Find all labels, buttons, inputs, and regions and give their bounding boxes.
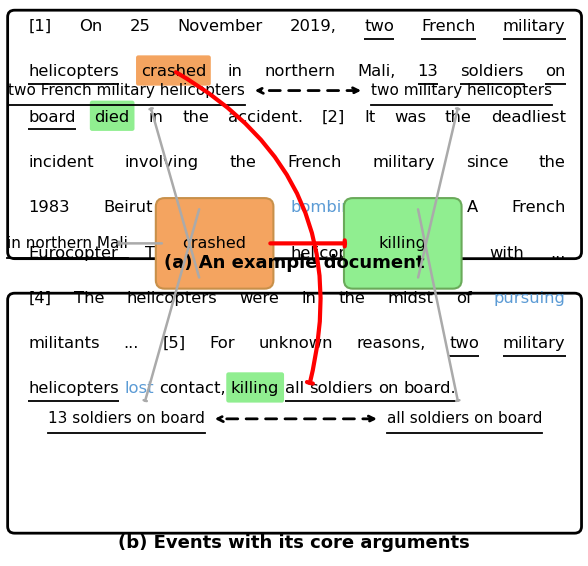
Text: unknown: unknown <box>258 336 333 351</box>
Text: in northern Mali: in northern Mali <box>7 236 128 251</box>
Text: Mali,: Mali, <box>358 65 396 79</box>
Text: barracks: barracks <box>186 200 258 215</box>
Text: two: two <box>364 19 394 34</box>
FancyBboxPatch shape <box>344 198 462 289</box>
Text: on: on <box>377 381 398 396</box>
Text: French: French <box>512 200 566 215</box>
Text: [1]: [1] <box>28 19 52 34</box>
Text: (b) Events with its core arguments: (b) Events with its core arguments <box>118 534 470 552</box>
FancyBboxPatch shape <box>8 293 582 533</box>
Text: soldiers: soldiers <box>460 65 523 79</box>
Text: attack: attack <box>212 246 264 260</box>
Text: two: two <box>449 336 479 351</box>
FancyBboxPatch shape <box>90 101 135 131</box>
FancyBboxPatch shape <box>8 10 582 259</box>
Text: It: It <box>364 110 375 125</box>
Text: lost: lost <box>124 381 154 396</box>
Text: crashed: crashed <box>183 236 246 251</box>
Text: 2019,: 2019, <box>290 19 337 34</box>
Text: 13 soldiers on board: 13 soldiers on board <box>48 411 205 426</box>
Text: ...: ... <box>123 336 139 351</box>
Text: November: November <box>178 19 263 34</box>
Text: accident.: accident. <box>228 110 303 125</box>
Text: the: the <box>182 110 209 125</box>
Text: midst: midst <box>387 291 433 306</box>
Text: board: board <box>28 110 76 125</box>
Text: French: French <box>421 19 476 34</box>
Text: killing: killing <box>379 236 427 251</box>
Text: crashed: crashed <box>141 65 206 79</box>
Text: 13: 13 <box>417 65 438 79</box>
FancyBboxPatch shape <box>136 55 211 85</box>
Text: all soldiers on board: all soldiers on board <box>387 411 542 426</box>
Text: reasons,: reasons, <box>356 336 426 351</box>
Text: involving: involving <box>125 155 199 170</box>
Text: helicopters: helicopters <box>28 381 119 396</box>
Text: two French military helicopters: two French military helicopters <box>8 83 245 98</box>
Text: (a) An example document: (a) An example document <box>163 254 425 272</box>
Text: in: in <box>149 110 163 125</box>
Text: incident: incident <box>28 155 94 170</box>
Text: were: were <box>239 291 279 306</box>
Text: of: of <box>456 291 472 306</box>
Text: helicopters: helicopters <box>28 65 119 79</box>
Text: [5]: [5] <box>162 336 186 351</box>
Text: two military helicopters: two military helicopters <box>371 83 552 98</box>
Text: the: the <box>445 110 472 125</box>
Text: died: died <box>95 110 130 125</box>
Text: .: . <box>372 200 376 215</box>
Text: two French military helicopters: two French military helicopters <box>8 83 245 98</box>
Text: the: the <box>339 291 365 306</box>
Text: collided: collided <box>399 246 463 260</box>
Text: For: For <box>209 336 235 351</box>
Text: the: the <box>229 155 256 170</box>
Text: Beirut: Beirut <box>103 200 153 215</box>
Text: soldiers: soldiers <box>309 381 372 396</box>
Text: Eurocopter: Eurocopter <box>28 246 118 260</box>
Text: northern: northern <box>265 65 336 79</box>
Text: bombings: bombings <box>291 200 372 215</box>
Text: board.: board. <box>403 381 456 396</box>
Text: killing: killing <box>231 381 279 396</box>
Text: deadliest: deadliest <box>490 110 566 125</box>
Text: in: in <box>228 65 243 79</box>
Text: [2]: [2] <box>322 110 345 125</box>
Text: [4]: [4] <box>28 291 51 306</box>
Text: 1983: 1983 <box>28 200 70 215</box>
Text: contact,: contact, <box>159 381 226 396</box>
Text: in: in <box>302 291 316 306</box>
Text: The: The <box>74 291 104 306</box>
Text: all: all <box>285 381 304 396</box>
Text: on: on <box>545 65 566 79</box>
Text: military: military <box>503 19 566 34</box>
Text: military: military <box>372 155 435 170</box>
FancyBboxPatch shape <box>226 372 284 402</box>
Text: since: since <box>466 155 508 170</box>
Text: 25: 25 <box>129 19 150 34</box>
Text: A: A <box>467 200 478 215</box>
Text: helicopters: helicopters <box>126 291 217 306</box>
Text: two military helicopters: two military helicopters <box>371 83 552 98</box>
Text: Tiger: Tiger <box>145 246 186 260</box>
FancyBboxPatch shape <box>156 198 273 289</box>
Text: all soldiers on board: all soldiers on board <box>387 411 542 426</box>
Text: [3]: [3] <box>410 200 433 215</box>
Text: with: with <box>489 246 524 260</box>
Text: French: French <box>287 155 342 170</box>
Text: On: On <box>79 19 102 34</box>
Text: the: the <box>539 155 566 170</box>
Text: was: was <box>394 110 426 125</box>
Text: ...: ... <box>550 246 566 260</box>
Text: militants: militants <box>28 336 100 351</box>
Text: 13 soldiers on board: 13 soldiers on board <box>48 411 205 426</box>
Text: helicopter: helicopter <box>290 246 373 260</box>
Text: military: military <box>503 336 566 351</box>
Text: pursuing: pursuing <box>494 291 566 306</box>
